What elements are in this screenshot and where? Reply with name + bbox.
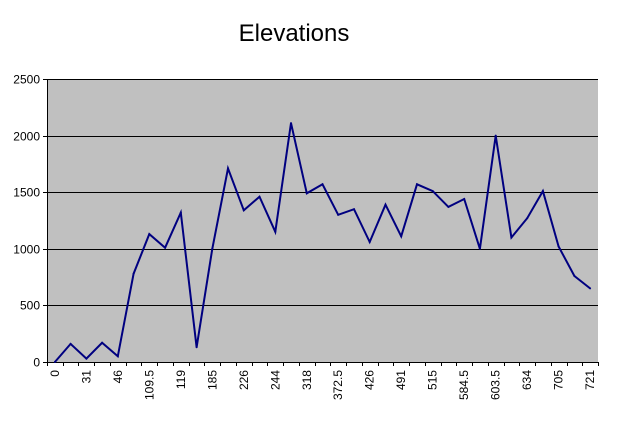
y-tick-label-1000: 1000 <box>13 243 40 257</box>
data-point <box>274 230 277 233</box>
x-tick-label-491: 491 <box>394 370 408 390</box>
data-point <box>101 341 104 344</box>
y-tick-label-2000: 2000 <box>13 130 40 144</box>
data-point <box>148 233 151 236</box>
data-point <box>132 272 135 275</box>
data-point <box>227 167 229 170</box>
data-point <box>164 246 167 249</box>
x-tick-label-0: 0 <box>48 370 62 377</box>
x-tick-label-372.5: 372.5 <box>331 370 345 400</box>
data-point <box>116 355 119 358</box>
x-tick-label-634: 634 <box>520 370 534 390</box>
x-tick-label-31: 31 <box>79 370 93 384</box>
data-point <box>195 346 198 349</box>
data-point <box>541 190 544 193</box>
x-tick-label-515: 515 <box>426 370 440 390</box>
data-point <box>478 247 481 250</box>
data-point <box>353 208 355 211</box>
chart-title: Elevations <box>239 20 350 47</box>
x-tick-label-584.5: 584.5 <box>457 370 471 400</box>
x-tick-label-705: 705 <box>552 370 566 390</box>
data-point <box>510 236 513 239</box>
data-point <box>494 134 497 137</box>
data-point <box>573 275 576 277</box>
data-point <box>463 198 466 200</box>
y-tick-label-0: 0 <box>33 356 40 370</box>
plot-area <box>47 79 598 362</box>
data-point <box>290 122 292 125</box>
data-point <box>179 211 182 214</box>
data-point <box>69 342 72 345</box>
y-tick-label-500: 500 <box>20 299 40 313</box>
x-tick-label-46: 46 <box>111 370 125 384</box>
data-point <box>368 241 371 243</box>
x-tick-label-721: 721 <box>583 370 597 390</box>
y-tick-label-1500: 1500 <box>13 186 40 200</box>
data-point <box>321 183 324 186</box>
data-point <box>53 361 56 363</box>
data-point <box>400 235 403 238</box>
data-point <box>526 217 529 220</box>
data-point <box>416 183 418 186</box>
data-point <box>211 247 214 250</box>
x-tick-label-185: 185 <box>205 370 219 390</box>
data-point <box>337 213 340 216</box>
data-point <box>305 192 308 195</box>
series-group <box>53 122 592 363</box>
axes <box>47 79 598 363</box>
gridlines <box>47 79 598 306</box>
data-point <box>384 203 387 206</box>
x-tick-label-109.5: 109.5 <box>142 370 156 400</box>
data-point <box>589 287 592 290</box>
x-axis-ticks: 0 31 46 109.5 119 185 226 244 318 372.5 426 491 515 5… <box>47 362 599 400</box>
x-tick-label-226: 226 <box>237 370 251 390</box>
data-point <box>557 245 560 248</box>
x-tick-label-603.5: 603.5 <box>489 370 503 400</box>
data-point <box>447 205 450 208</box>
x-tick-label-119: 119 <box>174 370 188 389</box>
x-tick-label-426: 426 <box>363 370 377 390</box>
x-tick-label-318: 318 <box>300 370 314 390</box>
data-point <box>242 209 245 212</box>
data-point <box>258 195 261 198</box>
x-tick-label-244: 244 <box>268 370 282 390</box>
data-point <box>85 357 88 360</box>
y-tick-label-2500: 2500 <box>13 73 40 87</box>
y-axis-ticks: 0 500 1000 1500 2000 2500 <box>13 73 47 370</box>
data-point <box>431 190 434 193</box>
